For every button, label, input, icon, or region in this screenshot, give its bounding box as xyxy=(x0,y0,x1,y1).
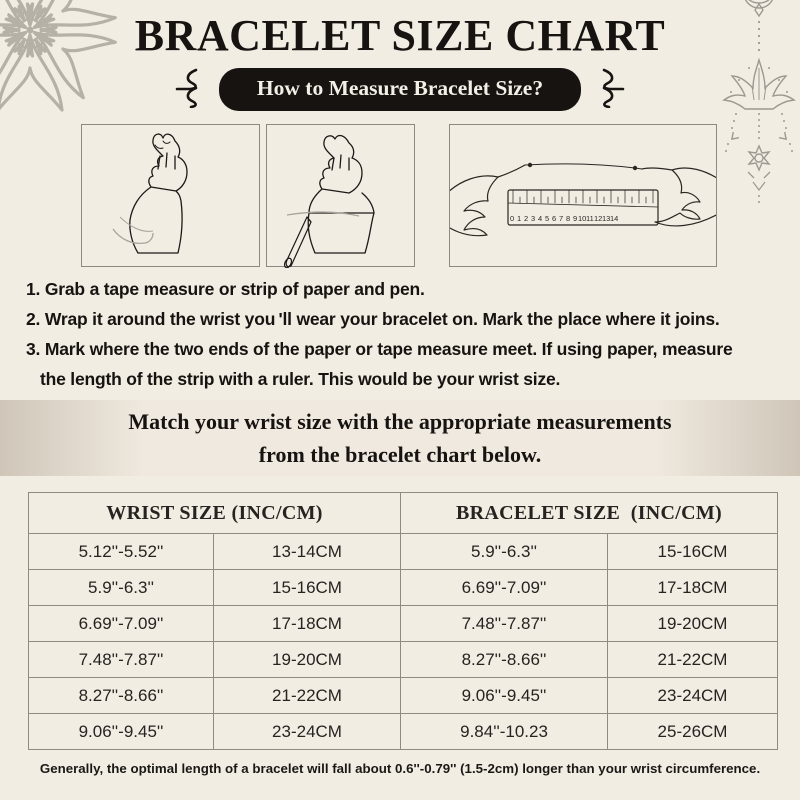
svg-text:4: 4 xyxy=(538,214,542,223)
svg-text:8: 8 xyxy=(566,214,570,223)
svg-text:6: 6 xyxy=(552,214,556,223)
svg-text:14: 14 xyxy=(610,214,618,223)
svg-text:1: 1 xyxy=(517,214,521,223)
svg-text:7: 7 xyxy=(559,214,563,223)
svg-text:9: 9 xyxy=(573,214,577,223)
svg-text:11: 11 xyxy=(586,214,594,223)
svg-text:0: 0 xyxy=(510,214,514,223)
svg-text:5: 5 xyxy=(545,214,549,223)
svg-text:3: 3 xyxy=(531,214,535,223)
svg-text:2: 2 xyxy=(524,214,528,223)
